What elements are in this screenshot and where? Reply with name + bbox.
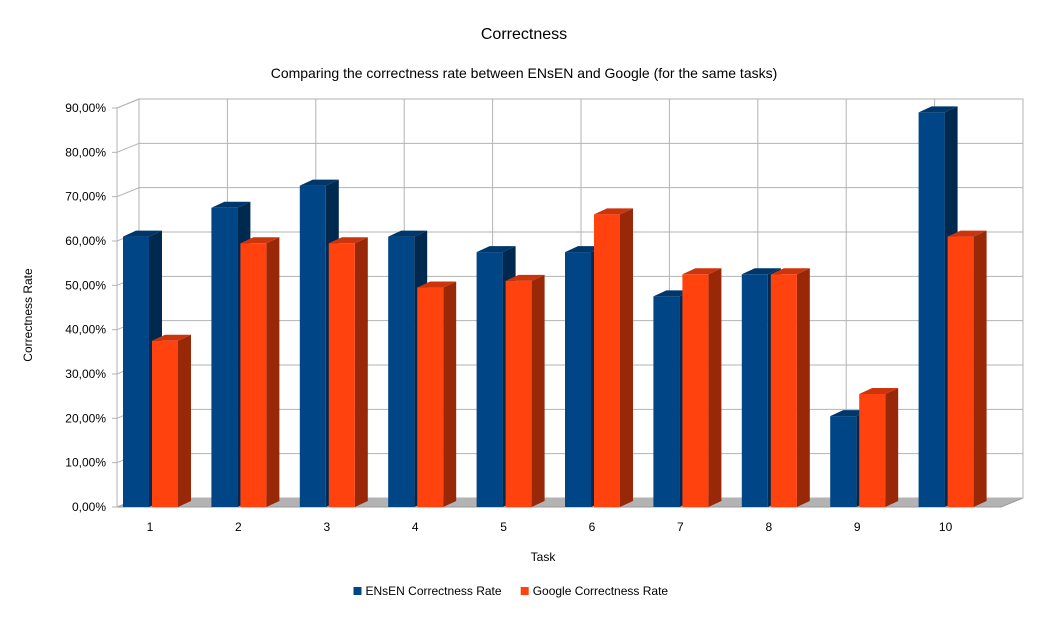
bar-top <box>211 201 251 208</box>
x-tick-label: 7 <box>677 520 684 534</box>
bar-front <box>565 252 591 507</box>
x-axis-label: Task <box>531 550 557 564</box>
y-tick-label: 70,00% <box>65 190 106 204</box>
legend-swatch <box>520 587 529 595</box>
bar-side <box>354 237 368 507</box>
x-ticks: 1 2 3 4 5 6 7 8 9 10 <box>147 520 953 534</box>
bar-side <box>531 274 545 507</box>
x-tick-label: 8 <box>765 520 772 534</box>
bar-side <box>266 237 280 507</box>
y-ticks: 0,00% 10,00% 20,00% 30,00% 40,00% 50,00% 60,00… <box>65 101 117 514</box>
x-tick-label: 9 <box>854 520 861 534</box>
bar-google-task-3 <box>328 237 368 507</box>
bar-front <box>947 236 974 508</box>
y-tick-label: 10,00% <box>65 456 106 470</box>
bar-top <box>505 274 545 281</box>
bar-top <box>240 237 280 244</box>
bar-front <box>240 243 267 507</box>
bar-side <box>620 208 633 507</box>
legend-label: Google Correctness Rate <box>533 584 669 598</box>
bar-front <box>505 280 532 507</box>
x-tick-label: 2 <box>235 520 242 534</box>
y-tick-label: 80,00% <box>65 145 106 159</box>
bar-google-task-9 <box>859 387 899 507</box>
legend-label: ENsEN Correctness Rate <box>366 584 502 598</box>
x-tick-label: 5 <box>500 520 507 534</box>
bar-side <box>708 268 722 507</box>
bar-front <box>328 243 355 507</box>
bar-top <box>152 334 191 341</box>
x-tick-label: 4 <box>412 520 419 534</box>
bar-top <box>682 268 722 275</box>
bar-top <box>741 268 781 275</box>
bar-google-task-1 <box>152 334 191 507</box>
bar-front <box>123 236 149 508</box>
bar-google-task-5 <box>505 274 545 507</box>
x-tick-label: 6 <box>589 520 596 534</box>
bar-google-task-4 <box>417 281 457 507</box>
bar-front <box>741 274 768 507</box>
bar-front <box>476 252 503 507</box>
x-tick-label: 3 <box>323 520 330 534</box>
bar-top <box>918 106 958 113</box>
bar-front <box>388 236 415 508</box>
y-tick-label: 30,00% <box>65 367 106 381</box>
gridline-y-side <box>116 142 140 153</box>
bar-top <box>299 179 339 186</box>
legend-item-google: Google Correctness Rate <box>520 584 669 598</box>
bar-front <box>653 296 680 507</box>
bar-top <box>476 246 516 253</box>
y-tick-label: 50,00% <box>65 278 106 292</box>
bar-front <box>918 112 945 507</box>
gridline-y-side <box>116 98 140 109</box>
bar-front <box>830 416 857 507</box>
bar-top <box>770 268 810 275</box>
y-tick-label: 0,00% <box>72 500 106 514</box>
bar-front <box>859 393 886 507</box>
bar-google-task-10 <box>947 230 987 508</box>
bar-front <box>299 185 326 508</box>
y-tick-label: 20,00% <box>65 411 106 425</box>
legend-item-ensen: ENsEN Correctness Rate <box>353 584 502 598</box>
bar-google-task-6 <box>594 208 633 507</box>
bar-top <box>417 281 457 288</box>
x-tick-label: 10 <box>939 520 953 534</box>
bar-top <box>328 237 368 244</box>
bar-front <box>594 214 620 507</box>
bar-top <box>859 387 899 394</box>
y-axis-label: Correctness Rate <box>21 268 35 362</box>
x-tick-label: 1 <box>147 520 154 534</box>
bar-side <box>885 387 899 507</box>
chart-subtitle: Comparing the correctness rate between E… <box>271 65 778 81</box>
y-tick-label: 90,00% <box>65 101 106 115</box>
gridline-y-side <box>116 187 140 198</box>
bar-front <box>770 274 797 507</box>
bars <box>123 106 987 508</box>
bar-side <box>178 334 191 507</box>
bar-front <box>211 207 238 507</box>
bar-google-task-2 <box>240 237 280 507</box>
legend: ENsEN Correctness Rate Google Correctness… <box>353 584 669 598</box>
legend-swatch <box>353 587 362 595</box>
bar-top <box>947 230 987 237</box>
bar-front <box>152 340 178 507</box>
bar-side <box>796 268 810 507</box>
bar-google-task-8 <box>770 268 810 507</box>
bar-side <box>443 281 457 507</box>
bar-top <box>594 208 633 215</box>
chart-title: Correctness <box>481 26 567 43</box>
bar-front <box>417 287 444 507</box>
bar-top <box>388 230 428 237</box>
bar-side <box>973 230 987 508</box>
bar-top <box>123 230 162 237</box>
y-tick-label: 60,00% <box>65 234 106 248</box>
bar-google-task-7 <box>682 268 722 507</box>
y-tick-label: 40,00% <box>65 323 106 337</box>
bar-front <box>682 274 709 507</box>
